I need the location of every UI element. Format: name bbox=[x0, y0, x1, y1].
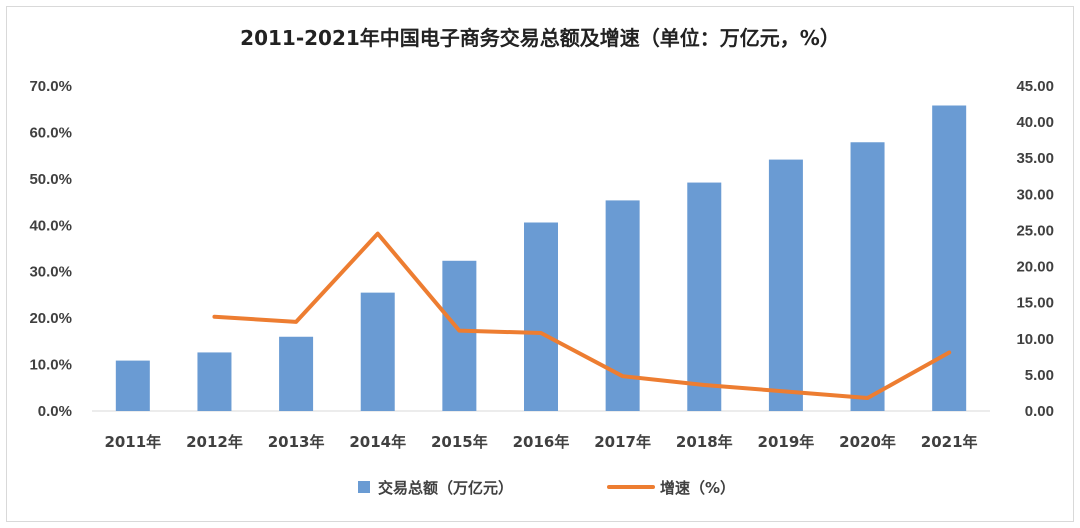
x-tick-label: 2014年 bbox=[349, 433, 406, 451]
y-left-tick-label: 10.0% bbox=[29, 357, 72, 374]
bar bbox=[115, 360, 150, 411]
x-tick-label: 2016年 bbox=[513, 433, 570, 451]
x-tick-label: 2015年 bbox=[431, 433, 488, 451]
y-left-tick-label: 40.0% bbox=[29, 217, 72, 234]
y-right-tick-label: 30.00 bbox=[1016, 186, 1054, 203]
y-right-tick-label: 0.00 bbox=[1025, 403, 1054, 420]
y-left-tick-label: 30.0% bbox=[29, 264, 72, 281]
legend-swatch-bar bbox=[358, 481, 370, 493]
line-point bbox=[377, 233, 379, 235]
line-point bbox=[948, 352, 950, 353]
bar bbox=[932, 105, 967, 411]
bar bbox=[197, 352, 232, 411]
y-right-tick-label: 20.00 bbox=[1016, 259, 1054, 276]
x-tick-label: 2019年 bbox=[758, 433, 815, 451]
bar-series bbox=[115, 105, 967, 411]
bar bbox=[850, 142, 885, 411]
y-left-tick-label: 60.0% bbox=[29, 124, 72, 141]
x-tick-label: 2013年 bbox=[268, 433, 325, 451]
y-left-tick-label: 0.0% bbox=[38, 403, 72, 420]
y-right-tick-label: 25.00 bbox=[1016, 222, 1054, 239]
line-point bbox=[867, 397, 869, 399]
line-point bbox=[622, 375, 624, 377]
growth-line bbox=[212, 231, 952, 400]
line-point bbox=[458, 330, 460, 332]
y-left-tick-label: 20.0% bbox=[29, 310, 72, 327]
bar bbox=[442, 260, 477, 411]
y-right-tick-label: 15.00 bbox=[1016, 295, 1054, 312]
bar bbox=[279, 336, 314, 411]
chart-title: 2011-2021年中国电子商务交易总额及增速（单位：万亿元，%） bbox=[240, 26, 840, 50]
x-tick-label: 2021年 bbox=[921, 433, 978, 451]
line-point bbox=[295, 321, 297, 323]
y-right-tick-label: 45.00 bbox=[1016, 78, 1054, 95]
bar bbox=[360, 292, 395, 411]
x-tick-label: 2020年 bbox=[839, 433, 896, 451]
legend-label-line: 增速（%） bbox=[660, 479, 735, 497]
bar bbox=[524, 222, 558, 411]
y-left-tick-label: 70.0% bbox=[29, 78, 72, 95]
x-tick-label: 2011年 bbox=[104, 433, 161, 451]
legend-label-bar: 交易总额（万亿元） bbox=[378, 479, 513, 497]
line-point bbox=[540, 332, 542, 334]
axes: 0.0% 10.0% 20.0% 30.0% 40.0% 50.0% 60.0% 70.0% 0… bbox=[29, 78, 1054, 451]
bar bbox=[687, 182, 722, 411]
y-left-tick-label: 50.0% bbox=[29, 171, 72, 188]
bar bbox=[768, 159, 803, 411]
y-right-tick-label: 35.00 bbox=[1016, 150, 1054, 167]
line-series bbox=[212, 231, 952, 400]
y-right-tick-label: 40.00 bbox=[1016, 114, 1054, 131]
x-tick-label: 2018年 bbox=[676, 433, 733, 451]
y-right-tick-label: 10.00 bbox=[1016, 331, 1054, 348]
line-point bbox=[703, 384, 705, 386]
legend: 交易总额（万亿元） 增速（%） bbox=[358, 479, 735, 497]
y-right-tick-label: 5.00 bbox=[1025, 367, 1054, 384]
x-tick-label: 2012年 bbox=[186, 433, 243, 451]
line-point bbox=[785, 391, 787, 392]
line-point bbox=[213, 316, 215, 318]
x-tick-label: 2017年 bbox=[594, 433, 651, 451]
